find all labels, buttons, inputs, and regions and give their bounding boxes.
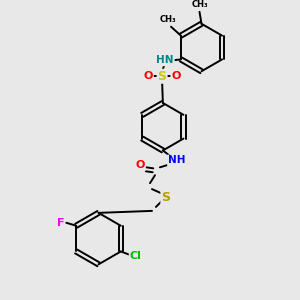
Text: Cl: Cl <box>130 251 142 261</box>
Text: O: O <box>143 71 153 81</box>
Text: S: S <box>161 190 170 203</box>
Text: O: O <box>171 71 181 81</box>
Text: F: F <box>57 218 64 228</box>
Text: NH: NH <box>168 155 185 165</box>
Text: O: O <box>135 160 145 170</box>
Text: CH₃: CH₃ <box>191 0 208 9</box>
Text: S: S <box>158 70 166 83</box>
Text: CH₃: CH₃ <box>160 15 176 24</box>
Text: HN: HN <box>156 56 174 65</box>
